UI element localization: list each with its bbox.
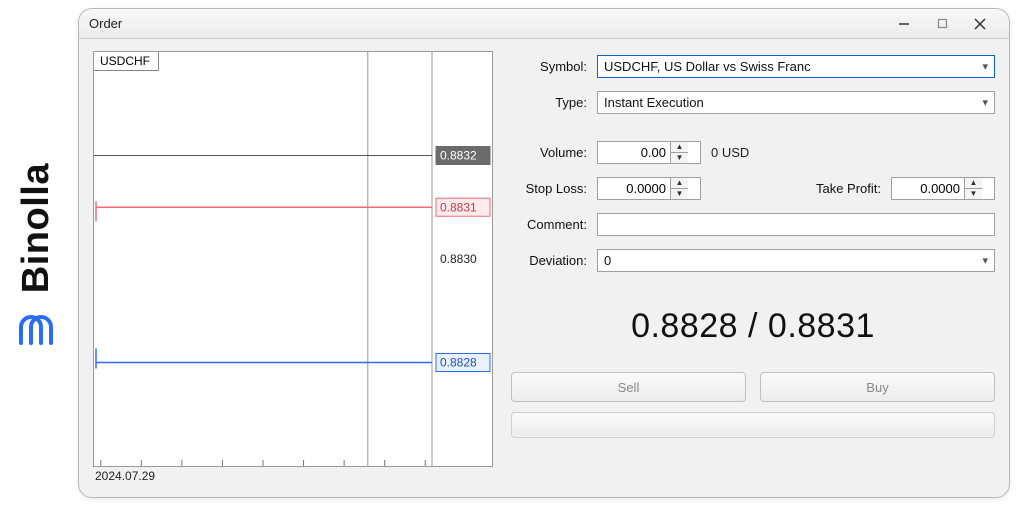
chart-date: 2024.07.29 — [93, 467, 493, 483]
brand-word: Binolla — [15, 163, 58, 293]
takeprofit-label: Take Profit: — [701, 181, 891, 196]
chevron-down-icon: ▾ — [982, 96, 988, 109]
type-value: Instant Execution — [604, 95, 704, 110]
takeprofit-step-down[interactable]: ▼ — [965, 189, 982, 199]
brand-logo-icon — [15, 307, 57, 349]
window-close-button[interactable] — [961, 9, 999, 39]
svg-text:0.8831: 0.8831 — [440, 200, 477, 214]
svg-text:0.8830: 0.8830 — [440, 252, 477, 266]
deviation-label: Deviation: — [511, 253, 597, 268]
type-label: Type: — [511, 95, 597, 110]
volume-step-down[interactable]: ▼ — [671, 153, 688, 163]
order-form: Symbol: USDCHF, US Dollar vs Swiss Franc… — [511, 51, 995, 483]
buy-button[interactable]: Buy — [760, 372, 995, 402]
stoploss-label: Stop Loss: — [511, 181, 597, 196]
chevron-down-icon: ▾ — [982, 254, 988, 267]
deviation-value: 0 — [604, 253, 611, 268]
symbol-value: USDCHF, US Dollar vs Swiss Franc — [604, 59, 811, 74]
order-window: Order USDCHF 0.88320.88310.88300.8828 20… — [78, 8, 1010, 498]
takeprofit-stepper[interactable]: ▲ ▼ — [891, 177, 995, 200]
svg-text:0.8828: 0.8828 — [440, 356, 477, 370]
status-bar — [511, 412, 995, 438]
type-select[interactable]: Instant Execution ▾ — [597, 91, 995, 114]
window-minimize-button[interactable] — [885, 9, 923, 39]
svg-text:0.8832: 0.8832 — [440, 149, 477, 163]
deviation-select[interactable]: 0 ▾ — [597, 249, 995, 272]
stoploss-stepper[interactable]: ▲ ▼ — [597, 177, 701, 200]
comment-label: Comment: — [511, 217, 597, 232]
stoploss-step-down[interactable]: ▼ — [671, 189, 688, 199]
volume-input[interactable] — [598, 144, 670, 161]
sell-button[interactable]: Sell — [511, 372, 746, 402]
takeprofit-input[interactable] — [892, 180, 964, 197]
symbol-label: Symbol: — [511, 59, 597, 74]
window-maximize-button[interactable] — [923, 9, 961, 39]
chevron-down-icon: ▾ — [982, 60, 988, 73]
takeprofit-step-up[interactable]: ▲ — [965, 178, 982, 189]
volume-aside: 0 USD — [711, 145, 749, 160]
close-icon — [974, 18, 986, 30]
window-title: Order — [89, 16, 885, 31]
volume-stepper[interactable]: ▲ ▼ — [597, 141, 701, 164]
minimize-icon — [898, 18, 910, 30]
price-display: 0.8828 / 0.8831 — [511, 307, 995, 346]
volume-label: Volume: — [511, 145, 597, 160]
stoploss-input[interactable] — [598, 180, 670, 197]
titlebar: Order — [79, 9, 1009, 39]
volume-step-up[interactable]: ▲ — [671, 142, 688, 153]
price-chart: USDCHF 0.88320.88310.88300.8828 — [93, 51, 493, 467]
maximize-icon — [937, 18, 948, 29]
stoploss-step-up[interactable]: ▲ — [671, 178, 688, 189]
comment-input[interactable] — [597, 213, 995, 236]
symbol-select[interactable]: USDCHF, US Dollar vs Swiss Franc ▾ — [597, 55, 995, 78]
